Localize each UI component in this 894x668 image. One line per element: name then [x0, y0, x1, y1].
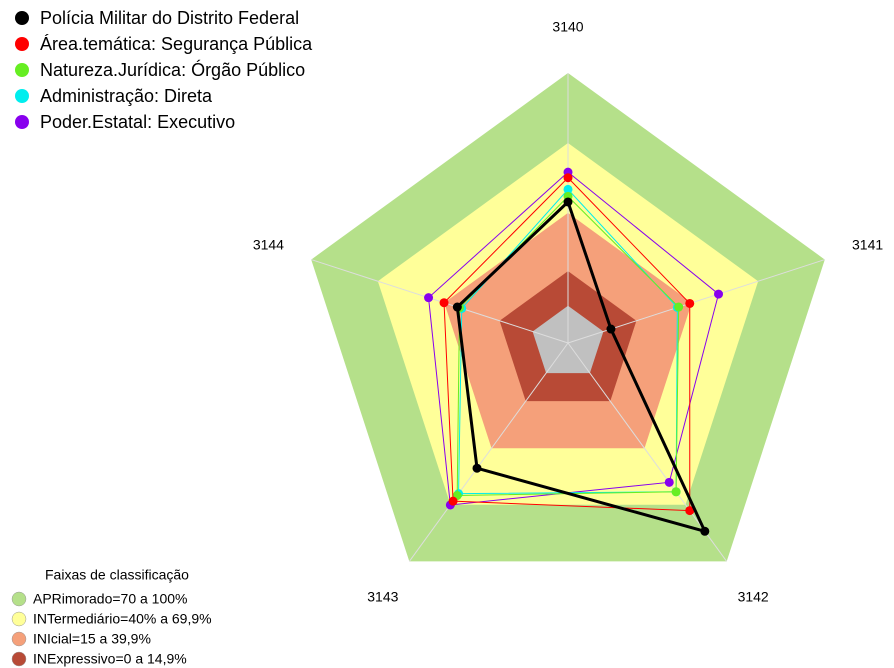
legend-label: Poder.Estatal: Executivo [40, 112, 235, 132]
band-legend-marker [11, 591, 27, 607]
axis-label: 3142 [738, 589, 769, 605]
axis-label: 3140 [552, 19, 583, 35]
legend-label: Administração: Direta [40, 86, 213, 106]
point [563, 184, 573, 194]
legend-label: Polícia Militar do Distrito Federal [40, 8, 299, 28]
axis-label: 3143 [367, 589, 398, 605]
point [664, 477, 674, 487]
point [685, 298, 695, 308]
point [674, 302, 684, 312]
point [439, 298, 449, 308]
point [685, 506, 695, 516]
bands-title: Faixas de classificação [45, 567, 189, 583]
spoke [408, 342, 569, 562]
point [452, 302, 462, 312]
point [714, 289, 724, 299]
spoke [311, 259, 569, 344]
band-legend-label: APRimorado=70 a 100% [33, 591, 188, 607]
point [424, 293, 434, 303]
point [606, 324, 616, 334]
legend-marker [15, 11, 29, 25]
band-legend-marker [11, 611, 27, 627]
legend-label: Natureza.Jurídica: Órgão Público [40, 59, 305, 80]
point [448, 496, 458, 506]
axis-label: 3144 [253, 236, 284, 252]
band-legend-label: INExpressivo=0 a 14,9% [33, 651, 187, 667]
legend-marker [15, 63, 29, 77]
point [472, 463, 482, 473]
band-legend-marker [11, 631, 27, 647]
series-line [443, 177, 691, 512]
point [563, 197, 573, 207]
band-legend-marker [11, 651, 27, 667]
band-legend-label: INIcial=15 a 39,9% [33, 631, 151, 647]
point [700, 526, 710, 536]
legend-label: Área.temática: Segurança Pública [40, 34, 313, 54]
legend-marker [15, 37, 29, 51]
legend-marker [15, 89, 29, 103]
series-line [455, 199, 708, 534]
point [563, 173, 573, 183]
band-legend-label: INTermediário=40% a 69,9% [33, 611, 212, 627]
legend-marker [15, 115, 29, 129]
point [671, 487, 681, 497]
axis-label: 3141 [852, 236, 883, 252]
